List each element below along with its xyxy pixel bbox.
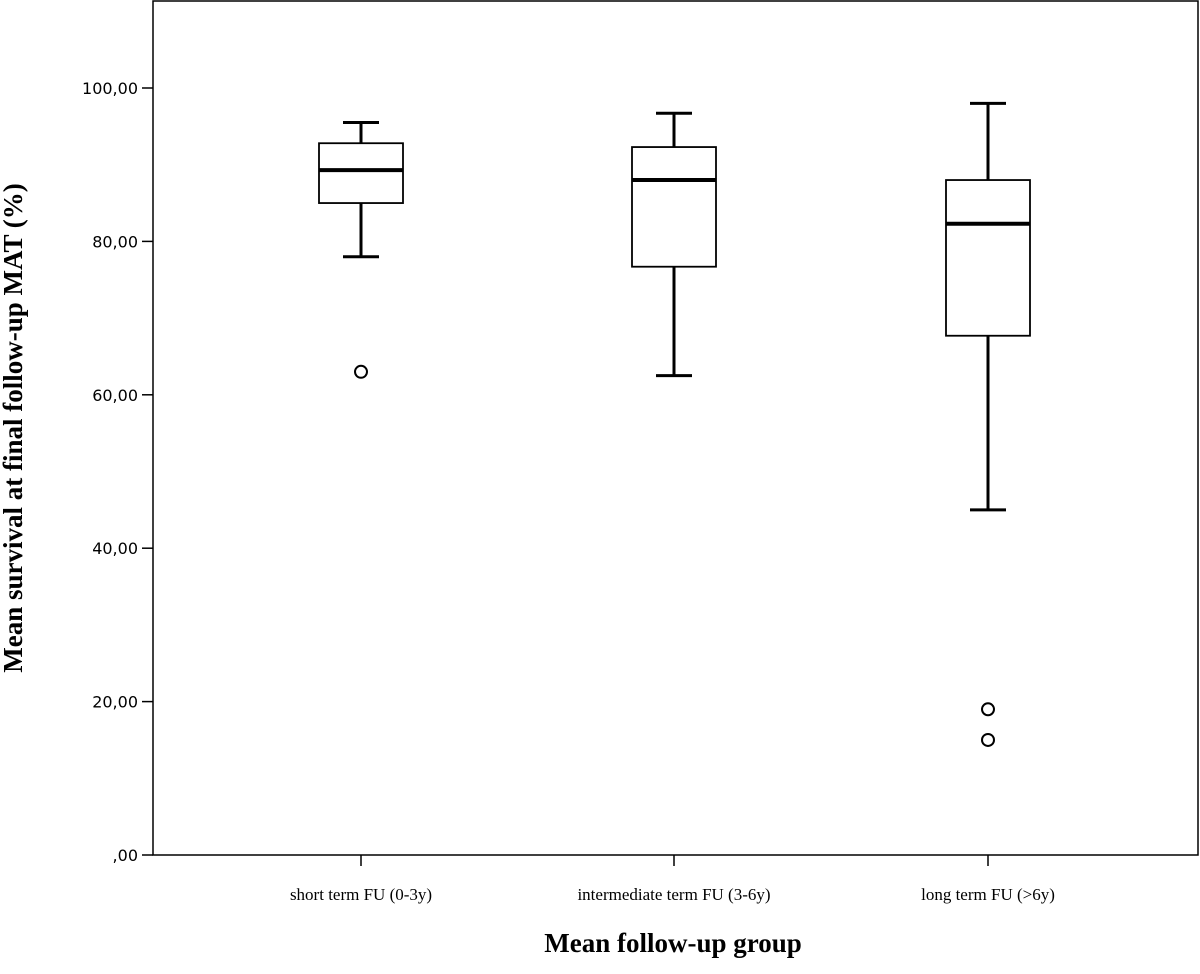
box-group — [945, 101, 1031, 747]
box-group — [318, 121, 404, 379]
x-axis-title: Mean follow-up group — [544, 928, 802, 958]
y-tick-label: 80,00 — [92, 232, 138, 251]
x-axis: short term FU (0-3y) intermediate term FU… — [290, 855, 1055, 904]
outlier-point — [981, 732, 995, 747]
x-tick-label: intermediate term FU (3-6y) — [577, 885, 770, 904]
iqr-box — [318, 142, 404, 204]
x-tick-label: short term FU (0-3y) — [290, 885, 432, 904]
y-axis: ,00 20,00 40,00 60,00 80,00 100,00 — [82, 79, 153, 865]
iqr-box — [631, 146, 717, 268]
y-tick-label: 20,00 — [92, 693, 138, 712]
y-tick-label: 60,00 — [92, 386, 138, 405]
y-tick-label: ,00 — [113, 846, 138, 865]
outlier-point — [354, 364, 368, 379]
x-tick-label: long term FU (>6y) — [921, 885, 1055, 904]
iqr-box — [945, 179, 1031, 337]
outlier-point — [981, 702, 995, 717]
y-tick-label: 40,00 — [92, 539, 138, 558]
boxes — [318, 101, 1031, 747]
y-axis-title: Mean survival at final follow-up MAT (%) — [0, 183, 28, 673]
y-tick-label: 100,00 — [82, 79, 138, 98]
box-group — [631, 111, 717, 378]
plot-frame — [152, 0, 1199, 856]
